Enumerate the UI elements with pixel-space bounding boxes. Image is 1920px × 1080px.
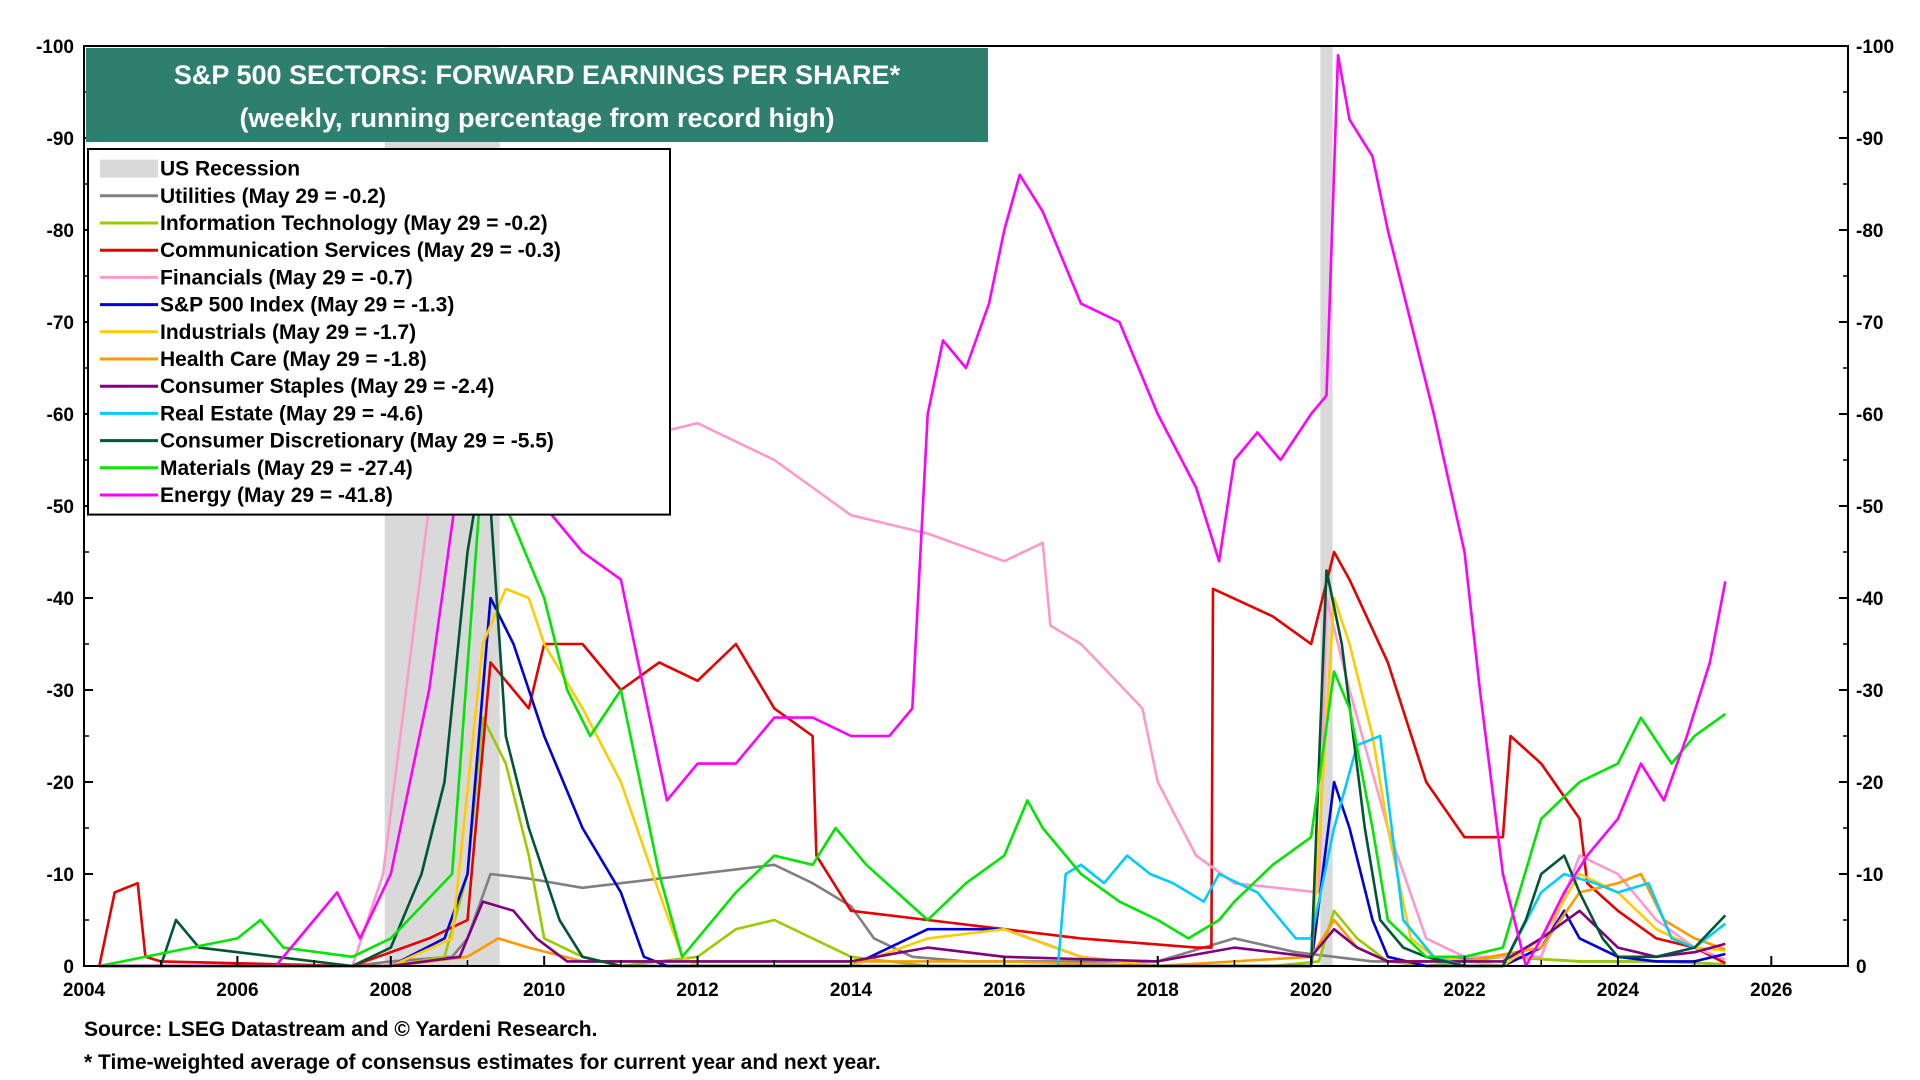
legend-label-recession: US Recession	[160, 158, 300, 181]
legend: US Recession Utilities (May 29 = -0.2) Inf…	[87, 148, 671, 516]
y-tick-label-left: -70	[47, 313, 74, 334]
series-line-7	[99, 872, 1726, 968]
recession-band	[1320, 46, 1333, 966]
legend-label: Consumer Staples (May 29 = -2.4)	[160, 375, 494, 398]
series-line-8	[99, 900, 1726, 968]
series-line-10	[99, 504, 1727, 968]
legend-label: Financials (May 29 = -0.7)	[160, 266, 413, 289]
y-tick-label-right: -60	[1856, 405, 1883, 426]
axes: -100 -100-90 -90-80 -80-70 -70-60 -60-50 -50-4…	[36, 37, 1894, 1001]
footnote: * Time-weighted average of consensus est…	[84, 1051, 881, 1074]
series-line-3	[98, 550, 1726, 968]
legend-label: Utilities (May 29 = -0.2)	[160, 185, 386, 208]
y-tick-label-right: -20	[1856, 773, 1883, 794]
y-tick-label-left: -80	[47, 221, 74, 242]
x-tick-label: 2012	[676, 980, 718, 1001]
y-tick-label-right: -90	[1856, 129, 1883, 150]
y-tick-label-right: 0	[1856, 957, 1867, 978]
y-tick-label-left: -90	[47, 129, 74, 150]
legend-label: Real Estate (May 29 = -4.6)	[160, 402, 423, 425]
legend-box	[87, 148, 671, 516]
source-note: Source: LSEG Datastream and © Yardeni Re…	[84, 1018, 598, 1041]
y-tick-label-left: -40	[47, 589, 74, 610]
chart-subtitle: (weekly, running percentage from record …	[239, 103, 834, 133]
legend-label: Consumer Discretionary (May 29 = -5.5)	[160, 430, 554, 453]
y-tick-label-right: -70	[1856, 313, 1883, 334]
y-tick-label-left: -100	[36, 37, 74, 58]
y-tick-label-left: -50	[47, 497, 74, 518]
series-line-12	[99, 53, 1727, 968]
legend-swatch-recession	[100, 159, 158, 178]
y-tick-label-right: -10	[1856, 865, 1883, 886]
y-tick-label-right: -40	[1856, 589, 1883, 610]
x-tick-label: 2010	[523, 980, 565, 1001]
x-tick-label: 2006	[216, 980, 258, 1001]
title-box: S&P 500 SECTORS: FORWARD EARNINGS PER SH…	[86, 48, 988, 142]
y-tick-label-left: -20	[47, 773, 74, 794]
series-line-2	[99, 716, 1726, 968]
chart-title: S&P 500 SECTORS: FORWARD EARNINGS PER SH…	[174, 60, 901, 90]
legend-label: S&P 500 Index (May 29 = -1.3)	[160, 294, 454, 317]
x-tick-label: 2018	[1137, 980, 1179, 1001]
x-tick-label: 2026	[1750, 980, 1792, 1001]
legend-label: Materials (May 29 = -27.4)	[160, 457, 413, 480]
x-tick-label: 2016	[983, 980, 1025, 1001]
x-tick-label: 2020	[1290, 980, 1332, 1001]
legend-label: Energy (May 29 = -41.8)	[160, 484, 393, 507]
y-tick-label-right: -50	[1856, 497, 1883, 518]
x-tick-label: 2014	[830, 980, 873, 1001]
legend-label: Information Technology (May 29 = -0.2)	[160, 212, 548, 235]
y-tick-label-left: -60	[47, 405, 74, 426]
x-tick-label: 2004	[63, 980, 106, 1001]
y-tick-label-right: -80	[1856, 221, 1883, 242]
series-line-11	[99, 458, 1727, 968]
y-tick-label-right: -100	[1856, 37, 1894, 58]
x-tick-label: 2008	[370, 980, 412, 1001]
y-tick-label-left: -30	[47, 681, 74, 702]
series-line-6	[99, 587, 1726, 968]
y-tick-label-left: 0	[63, 957, 74, 978]
series-line-5	[99, 596, 1726, 968]
series-lines	[98, 53, 1727, 968]
y-tick-label-right: -30	[1856, 681, 1883, 702]
legend-label: Communication Services (May 29 = -0.3)	[160, 239, 561, 262]
x-tick-label: 2022	[1443, 980, 1485, 1001]
y-tick-label-left: -10	[47, 865, 74, 886]
x-tick-label: 2024	[1597, 980, 1640, 1001]
legend-label: Industrials (May 29 = -1.7)	[160, 321, 416, 344]
legend-label: Health Care (May 29 = -1.8)	[160, 348, 427, 371]
